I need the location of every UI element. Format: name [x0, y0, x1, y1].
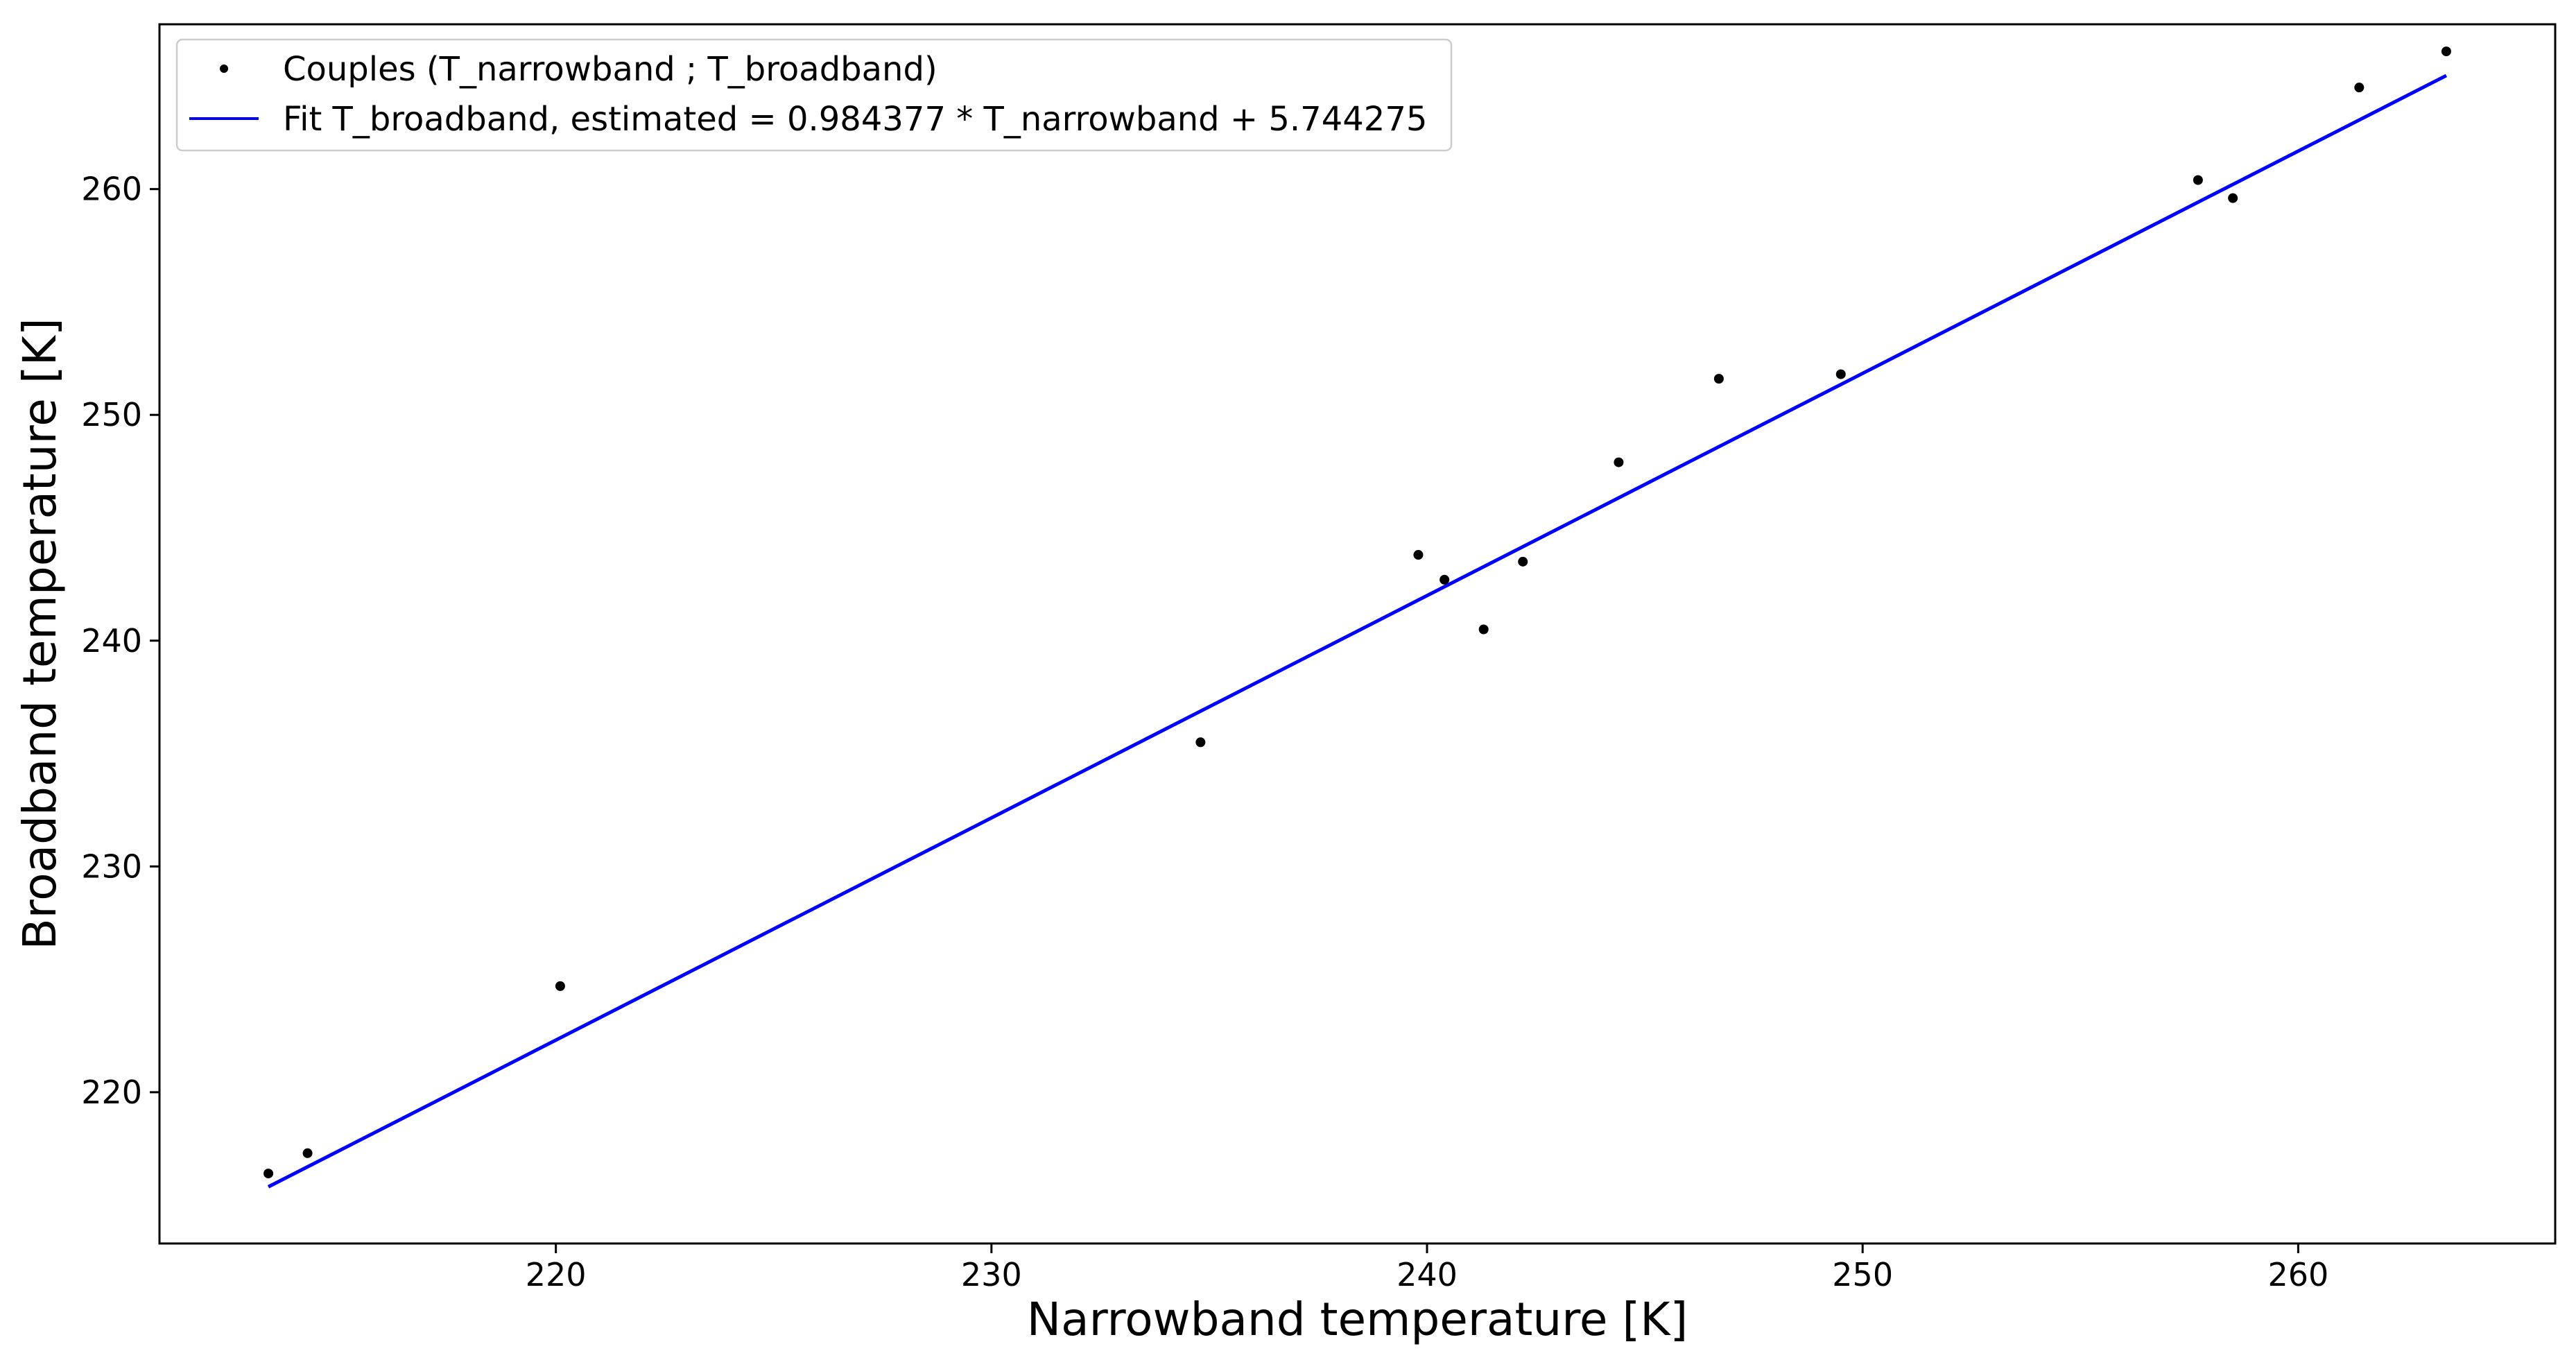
data-point [2354, 83, 2365, 93]
x-ticks: 220 230 240 250 260 [526, 1243, 2328, 1293]
x-tick-label: 220 [526, 1256, 587, 1293]
legend-label-fit-line: Fit T_broadband, estimated = 0.984377 * … [283, 100, 1427, 139]
y-tick-label: 240 [81, 622, 142, 660]
plot-frame [158, 23, 2557, 1245]
data-point [1713, 374, 1724, 384]
x-tick-label: 260 [2267, 1256, 2328, 1293]
legend-box [175, 38, 1453, 152]
y-tick-label: 250 [81, 396, 142, 433]
data-point [1413, 550, 1424, 560]
y-tick-label: 260 [81, 171, 142, 208]
data-point [1478, 624, 1489, 635]
x-tick-label: 240 [1397, 1256, 1458, 1293]
fit-line-group [267, 74, 2448, 1189]
data-point [1614, 457, 1624, 467]
fit-line [267, 74, 2448, 1189]
data-point [1518, 556, 1528, 567]
data-point [1440, 574, 1450, 585]
legend-label-points: Couples (T_narrowband ; T_broadband) [283, 50, 937, 89]
y-tick-label: 230 [81, 847, 142, 885]
legend-marker-points [220, 64, 228, 73]
data-points [263, 46, 2451, 1179]
data-point [2228, 193, 2238, 203]
y-axis-title: Broadband temperature [K] [13, 318, 67, 949]
data-point [1195, 737, 1206, 748]
y-ticks: 220 230 240 250 260 [81, 171, 159, 1111]
data-point [555, 981, 565, 991]
x-axis-title: Narrowband temperature [K] [1027, 1293, 1688, 1346]
x-tick-label: 230 [961, 1256, 1022, 1293]
data-point [302, 1148, 313, 1158]
data-point [263, 1169, 274, 1179]
data-point [2193, 175, 2203, 185]
legend: Couples (T_narrowband ; T_broadband) Fit… [175, 38, 1453, 152]
data-point [2441, 46, 2451, 57]
x-tick-label: 250 [1832, 1256, 1893, 1293]
data-point [1835, 369, 1846, 379]
y-tick-label: 220 [81, 1074, 142, 1111]
